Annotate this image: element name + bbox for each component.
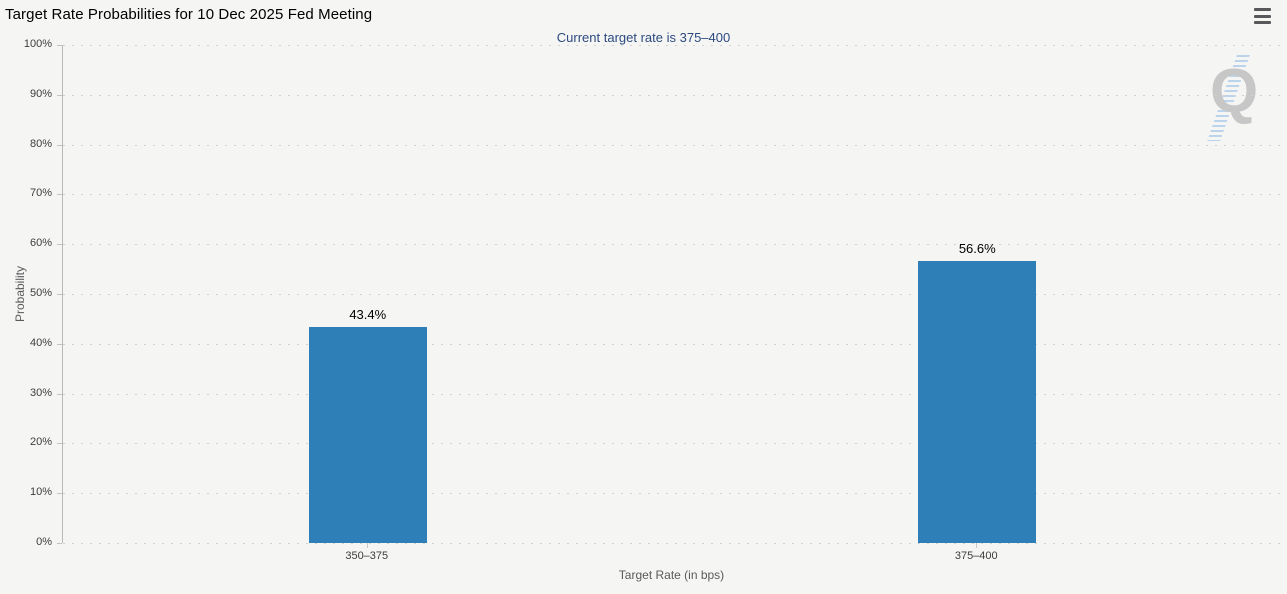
chart-subtitle: Current target rate is 375–400: [556, 30, 731, 45]
y-tick: [57, 45, 62, 46]
y-tick: [57, 294, 62, 295]
y-tick-label: 50%: [29, 287, 52, 299]
y-tick: [57, 443, 62, 445]
y-tick: [57, 393, 62, 395]
y-tick-label: 20%: [29, 436, 52, 449]
x-axis-title: Target Rate (in bps): [618, 568, 725, 582]
y-tick: [57, 493, 62, 495]
x-tick-label: 350–375: [345, 550, 389, 562]
y-tick-label: 80%: [29, 137, 52, 150]
chart-menu-button[interactable]: [1254, 8, 1272, 24]
y-tick: [57, 343, 62, 345]
y-tick-label: 100%: [23, 38, 52, 50]
y-tick: [57, 144, 62, 146]
q-logo-icon: Q: [1210, 57, 1259, 126]
swoosh-icon: [1207, 55, 1250, 141]
bar-value-label: 56.6%: [958, 241, 996, 257]
hamburger-icon: [1254, 14, 1271, 18]
gridline: [63, 443, 1282, 445]
y-axis-title: Probability: [13, 265, 27, 323]
gridline: [63, 244, 1282, 246]
bar-value-label: 43.4%: [349, 306, 387, 322]
hamburger-icon: [1254, 8, 1271, 11]
x-tick: [976, 543, 978, 548]
plot-area: Q 43.4% 56.6%: [62, 45, 1282, 544]
y-tick: [57, 94, 62, 96]
y-tick: [57, 244, 62, 246]
y-tick-label: 60%: [29, 237, 52, 250]
gridline: [63, 543, 1282, 544]
y-tick-label: 70%: [29, 187, 52, 200]
gridline: [63, 294, 1282, 295]
x-tick: [366, 543, 368, 548]
quikstrike-watermark: Q: [1204, 55, 1274, 147]
y-tick-label: 30%: [29, 386, 52, 399]
y-tick-label: 90%: [29, 87, 52, 100]
x-tick-label: 375–400: [954, 550, 998, 562]
gridline: [63, 393, 1282, 395]
hamburger-icon: [1254, 21, 1271, 24]
page-title: Target Rate Probabilities for 10 Dec 202…: [5, 6, 373, 23]
y-tick: [57, 543, 62, 544]
gridline: [63, 343, 1282, 345]
probability-bar[interactable]: [918, 261, 1037, 543]
gridline: [63, 194, 1282, 196]
gridline: [63, 493, 1282, 495]
probability-bar[interactable]: [308, 326, 427, 543]
gridline: [63, 45, 1282, 46]
y-tick-label: 0%: [36, 536, 52, 548]
y-tick: [57, 194, 62, 196]
y-tick-label: 10%: [29, 486, 52, 499]
y-tick-label: 40%: [29, 336, 52, 349]
gridline: [63, 94, 1282, 96]
gridline: [63, 144, 1282, 146]
